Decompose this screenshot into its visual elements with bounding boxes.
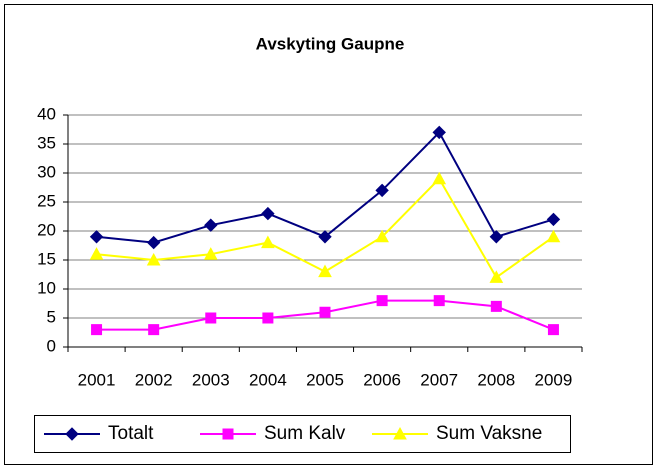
data-point — [148, 324, 160, 336]
data-point — [146, 252, 161, 266]
data-point — [318, 230, 332, 244]
x-tick-label: 2003 — [192, 370, 230, 389]
x-tick-label: 2001 — [78, 370, 116, 389]
data-point — [432, 125, 446, 140]
data-point — [89, 247, 104, 260]
x-tick-label: 2006 — [363, 370, 401, 389]
y-tick-label: 40 — [37, 104, 56, 123]
data-point — [204, 218, 218, 232]
chart-title: Avskyting Gaupne — [256, 34, 405, 53]
legend-label: Sum Kalv — [264, 423, 346, 444]
x-tick-label: 2009 — [535, 370, 573, 389]
legend-marker — [393, 426, 407, 440]
data-point — [546, 229, 561, 243]
legend-marker — [222, 428, 234, 440]
x-tick-label: 2004 — [249, 370, 287, 389]
data-point — [91, 324, 103, 336]
data-point — [547, 324, 559, 336]
y-tick-label: 0 — [47, 336, 56, 355]
data-point — [262, 312, 274, 324]
data-point — [203, 247, 218, 260]
y-tick-label: 20 — [37, 220, 56, 239]
data-point — [432, 171, 447, 185]
y-tick-label: 10 — [37, 278, 56, 297]
data-point — [489, 230, 504, 244]
x-tick-label: 2002 — [135, 370, 173, 389]
y-tick-label: 30 — [37, 162, 56, 181]
data-point — [205, 312, 217, 324]
x-tick-label: 2007 — [420, 370, 458, 389]
x-tick-label: 2005 — [306, 370, 344, 389]
legend-label: Sum Vaksne — [436, 423, 542, 444]
legend-box — [34, 415, 571, 453]
data-point — [318, 264, 332, 278]
legend-label: Totalt — [108, 423, 154, 444]
data-point — [261, 206, 275, 221]
data-point — [546, 212, 561, 227]
y-tick-label: 35 — [37, 133, 56, 152]
data-point — [375, 183, 389, 198]
data-point — [489, 270, 504, 283]
data-point — [433, 295, 445, 307]
data-point — [146, 235, 161, 250]
x-tick-label: 2008 — [477, 370, 515, 389]
data-point — [261, 235, 275, 249]
data-point — [89, 230, 104, 244]
data-point — [490, 300, 502, 312]
legend-marker — [65, 427, 79, 441]
data-point — [376, 295, 388, 307]
y-tick-label: 5 — [47, 307, 56, 326]
data-point — [375, 229, 389, 243]
y-tick-label: 15 — [37, 249, 56, 268]
y-tick-label: 25 — [37, 191, 56, 210]
data-point — [319, 306, 331, 318]
